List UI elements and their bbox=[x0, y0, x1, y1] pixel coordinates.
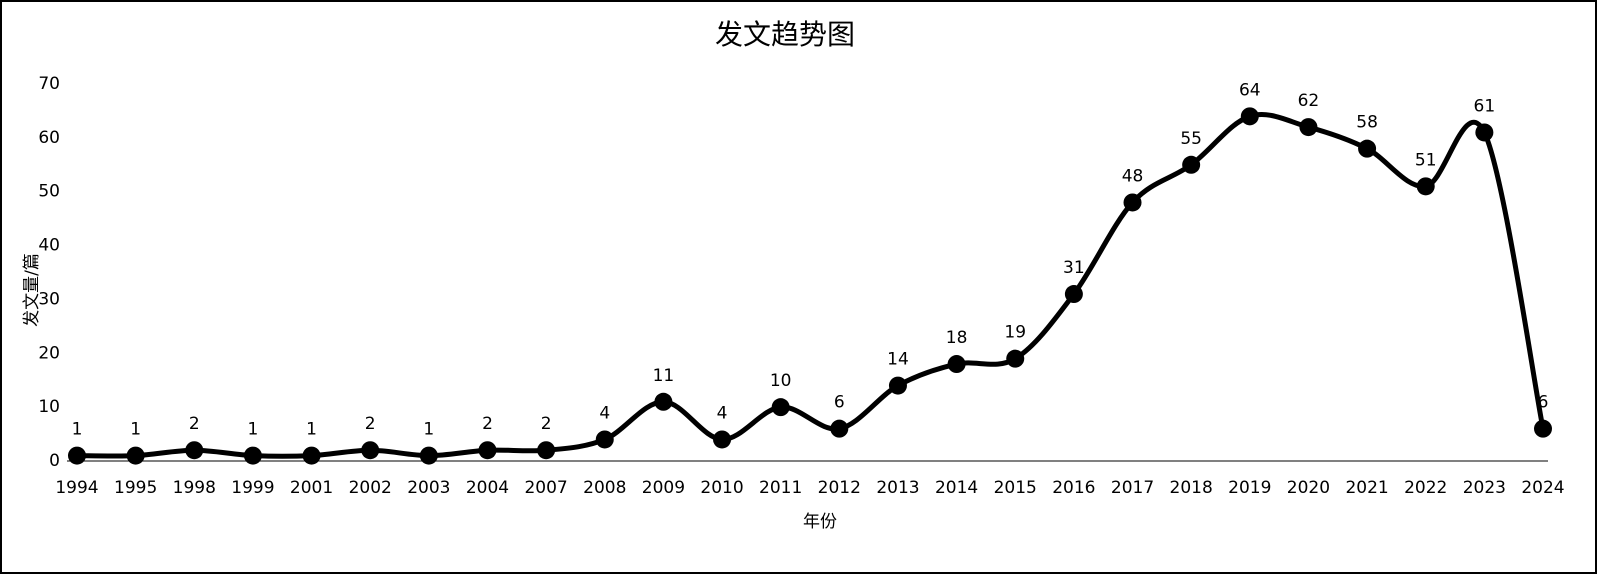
x-tick-label: 2018 bbox=[1170, 478, 1213, 498]
data-point bbox=[1182, 155, 1201, 174]
x-tick-label: 2001 bbox=[290, 478, 333, 498]
x-tick-label: 2002 bbox=[349, 478, 392, 498]
data-point bbox=[595, 430, 614, 449]
x-tick-label: 2010 bbox=[700, 478, 743, 498]
data-label: 2 bbox=[541, 414, 552, 434]
data-label: 1 bbox=[130, 420, 141, 440]
data-label: 48 bbox=[1122, 166, 1144, 186]
data-label: 2 bbox=[482, 414, 493, 434]
x-tick-label: 2013 bbox=[876, 478, 919, 498]
data-point bbox=[1064, 285, 1083, 304]
data-label: 10 bbox=[770, 371, 792, 391]
x-tick-label: 2015 bbox=[994, 478, 1037, 498]
y-tick-label: 40 bbox=[38, 236, 60, 256]
y-tick-label: 60 bbox=[38, 128, 60, 148]
data-label: 64 bbox=[1239, 80, 1261, 100]
data-point bbox=[68, 446, 86, 465]
x-axis-label: 年份 bbox=[803, 512, 837, 532]
x-tick-label: 2011 bbox=[759, 478, 802, 498]
x-tick-label: 2007 bbox=[524, 478, 567, 498]
data-label: 4 bbox=[599, 403, 610, 423]
x-tick-label: 2016 bbox=[1052, 478, 1095, 498]
x-tick-label: 2004 bbox=[466, 478, 509, 498]
y-axis-label: 发文量/篇 bbox=[22, 253, 42, 327]
x-tick-label: 1998 bbox=[173, 478, 216, 498]
data-label: 1 bbox=[248, 420, 259, 440]
data-label: 61 bbox=[1474, 96, 1496, 116]
data-point bbox=[185, 441, 204, 460]
y-tick-label: 10 bbox=[38, 397, 60, 417]
data-point bbox=[361, 441, 380, 460]
data-point bbox=[478, 441, 497, 460]
data-point bbox=[1006, 349, 1025, 368]
y-tick-label: 30 bbox=[38, 289, 60, 309]
y-tick-label: 70 bbox=[38, 74, 60, 94]
data-label: 58 bbox=[1356, 113, 1378, 133]
data-label: 14 bbox=[887, 350, 909, 370]
data-point bbox=[947, 355, 966, 374]
data-point bbox=[1416, 177, 1435, 196]
data-label: 18 bbox=[946, 328, 968, 348]
data-point bbox=[830, 419, 849, 438]
y-tick-label: 50 bbox=[38, 182, 60, 202]
data-label: 55 bbox=[1180, 129, 1202, 149]
x-tick-label: 1999 bbox=[231, 478, 274, 498]
data-point bbox=[537, 441, 556, 460]
x-tick-label: 2019 bbox=[1228, 478, 1271, 498]
data-label: 2 bbox=[365, 414, 376, 434]
data-label: 62 bbox=[1298, 91, 1320, 111]
data-point bbox=[1299, 118, 1318, 137]
data-label: 1 bbox=[72, 420, 83, 440]
data-point bbox=[771, 398, 790, 417]
data-label: 31 bbox=[1063, 258, 1085, 278]
chart-title: 发文趋势图 bbox=[715, 18, 855, 51]
data-label: 1 bbox=[423, 420, 434, 440]
data-label: 2 bbox=[189, 414, 200, 434]
y-tick-label: 0 bbox=[49, 451, 60, 471]
data-label: 6 bbox=[1538, 393, 1549, 413]
x-tick-label: 2012 bbox=[818, 478, 861, 498]
x-tick-label: 2017 bbox=[1111, 478, 1154, 498]
x-tick-label: 2021 bbox=[1345, 478, 1388, 498]
x-tick-label: 2014 bbox=[935, 478, 978, 498]
x-tick-label: 2022 bbox=[1404, 478, 1447, 498]
data-label: 4 bbox=[717, 403, 728, 423]
data-point bbox=[1475, 123, 1494, 142]
data-point bbox=[1358, 139, 1377, 158]
data-point bbox=[302, 446, 321, 465]
data-point bbox=[1534, 419, 1552, 438]
data-label: 6 bbox=[834, 393, 845, 413]
data-point bbox=[654, 392, 673, 411]
data-label: 1 bbox=[306, 420, 317, 440]
x-tick-label: 2023 bbox=[1463, 478, 1506, 498]
x-tick-label: 1995 bbox=[114, 478, 157, 498]
x-tick-label: 2020 bbox=[1287, 478, 1330, 498]
data-point bbox=[1123, 193, 1142, 212]
x-tick-label: 2009 bbox=[642, 478, 685, 498]
x-tick-label: 1994 bbox=[55, 478, 98, 498]
x-tick-label: 2008 bbox=[583, 478, 626, 498]
data-label: 51 bbox=[1415, 150, 1437, 170]
x-tick-label: 2003 bbox=[407, 478, 450, 498]
y-tick-label: 20 bbox=[38, 343, 60, 363]
data-point bbox=[888, 376, 907, 395]
data-point bbox=[1240, 107, 1259, 126]
data-point bbox=[126, 446, 145, 465]
data-point bbox=[243, 446, 262, 465]
data-label: 11 bbox=[653, 366, 675, 386]
data-point bbox=[713, 430, 732, 449]
data-label: 19 bbox=[1004, 323, 1026, 343]
data-point bbox=[419, 446, 438, 465]
x-tick-label: 2024 bbox=[1521, 478, 1564, 498]
